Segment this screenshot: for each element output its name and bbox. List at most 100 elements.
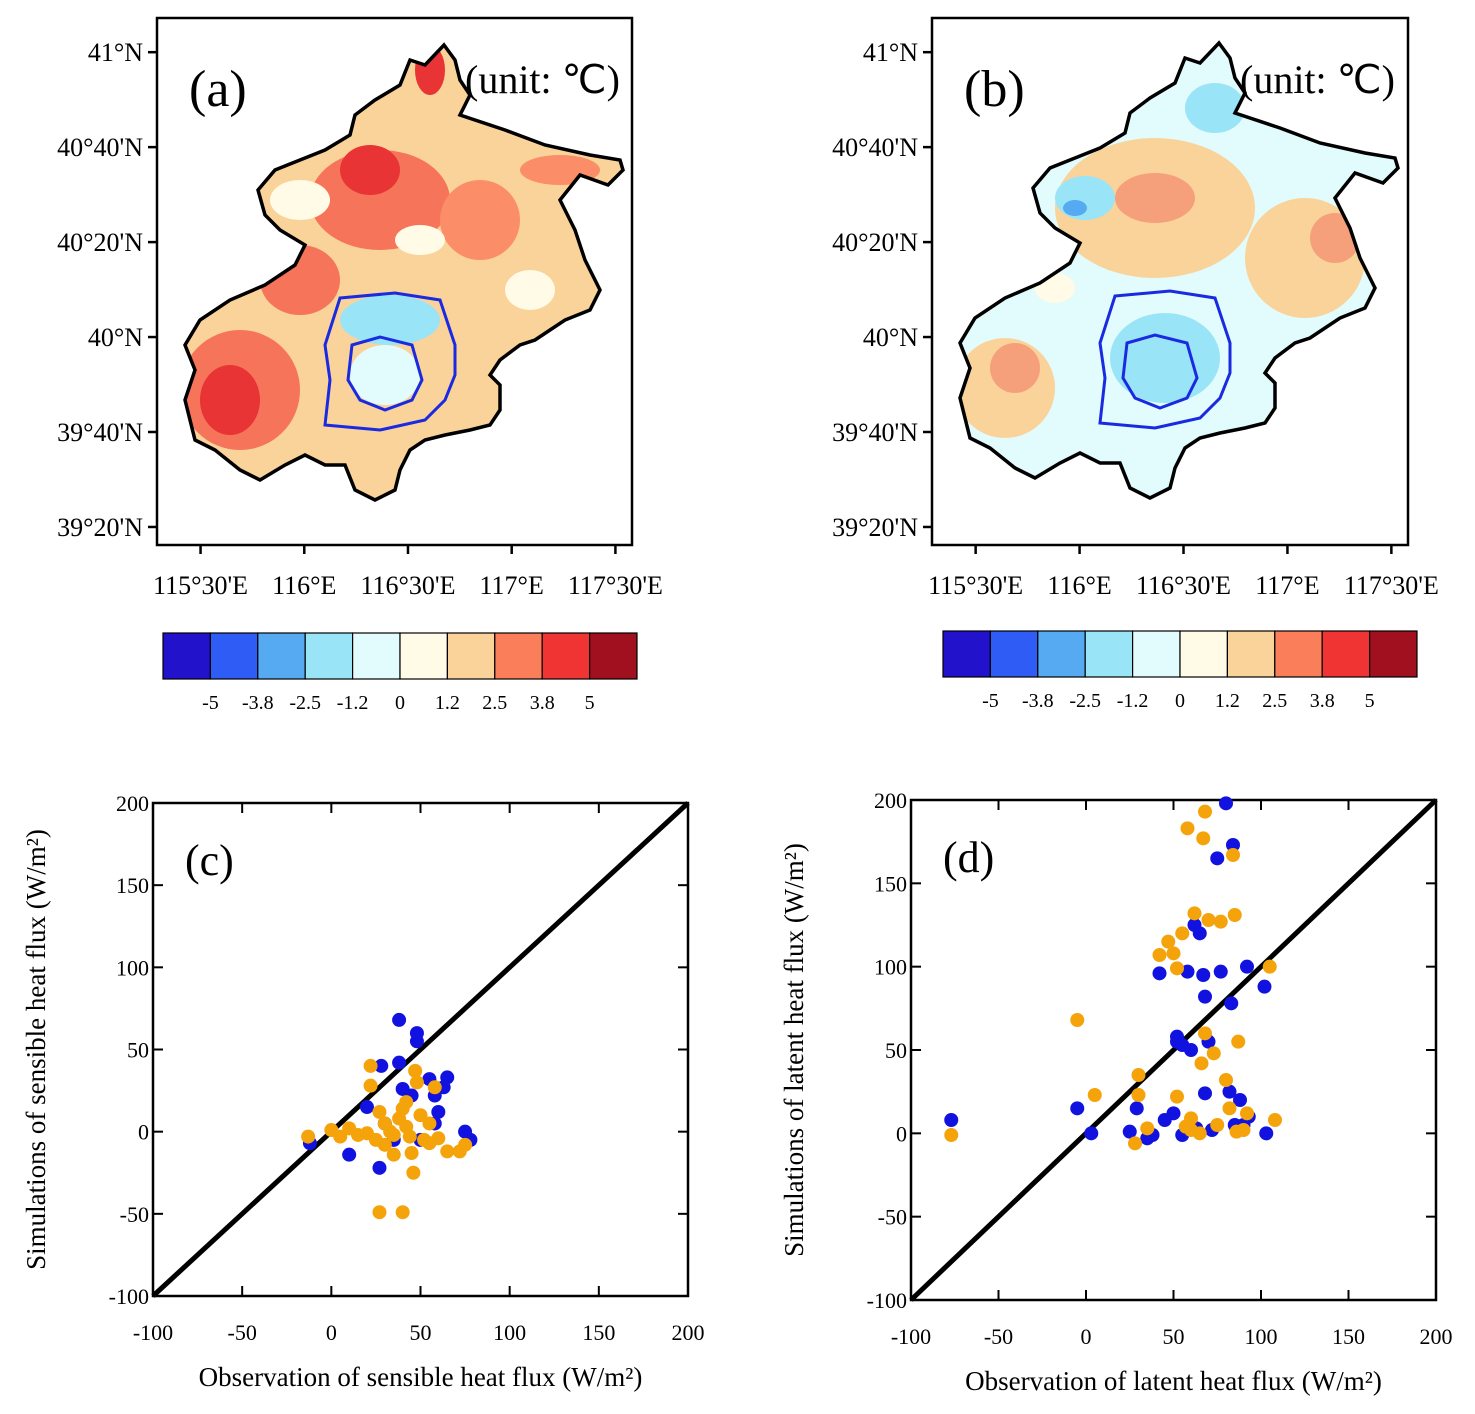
scatter-point <box>363 1078 378 1093</box>
y-tick-label: -50 <box>878 1205 907 1230</box>
scatter-point <box>392 1012 407 1027</box>
colorbar-swatch <box>352 632 401 680</box>
scatter-point <box>1194 1056 1209 1071</box>
colorbar-swatch <box>304 632 354 680</box>
scatter-point <box>363 1058 378 1073</box>
scatter-point <box>1084 1126 1099 1141</box>
scatter-point <box>1213 964 1228 979</box>
colorbar-swatch <box>162 632 212 680</box>
scatter-point <box>1196 831 1211 846</box>
colorbar-label: 5 <box>1365 690 1375 712</box>
x-tick-label: -50 <box>984 1324 1013 1349</box>
y-tick-label: 50 <box>885 1038 907 1063</box>
y-tick-label: 39°40'N <box>57 418 143 447</box>
y-tick-label: 41°N <box>88 38 143 67</box>
scatter-point <box>440 1144 455 1159</box>
scatter-point <box>1231 1034 1246 1049</box>
colorbar-swatch <box>989 630 1039 678</box>
x-tick-label: 116°30'E <box>1136 571 1231 600</box>
x-tick-label: 117°30'E <box>568 571 663 600</box>
x-tick-label: 150 <box>1332 1324 1365 1349</box>
colorbar-label: 3.8 <box>530 692 555 714</box>
scatter-point <box>1240 959 1254 974</box>
colorbar-label: -2.5 <box>1069 690 1101 712</box>
x-tick-label: 200 <box>1420 1324 1453 1349</box>
scatter-point <box>409 1034 424 1049</box>
scatter-point <box>1222 1084 1237 1099</box>
colorbar-swatch <box>1274 630 1323 678</box>
scatter-point <box>374 1058 389 1073</box>
scatter-point <box>1198 804 1212 819</box>
colorbar-swatch <box>942 630 992 678</box>
scatter-point <box>395 1205 410 1220</box>
scatter-point <box>392 1055 407 1070</box>
colorbar-swatch <box>1179 630 1229 678</box>
x-tick-label: 200 <box>672 1320 705 1345</box>
scatter-point <box>406 1165 421 1180</box>
scatter-point <box>386 1127 401 1142</box>
x-tick-label: 116°30'E <box>360 571 455 600</box>
scatter-point <box>1196 968 1211 982</box>
scatter-point <box>1122 1124 1137 1139</box>
x-tick-label: 50 <box>1163 1324 1185 1349</box>
scatter-point <box>1161 934 1176 949</box>
scatter-point <box>301 1129 316 1144</box>
scatter-point <box>1201 913 1216 927</box>
colorbar-label: 0 <box>1175 690 1185 712</box>
scatter-point <box>427 1080 442 1095</box>
plot-frame <box>930 16 1410 547</box>
x-tick-label: -100 <box>133 1320 173 1345</box>
colorbar-label: 2.5 <box>482 692 507 714</box>
scatter-point <box>368 1132 383 1147</box>
colorbar-label: -1.2 <box>1117 690 1149 712</box>
x-tick-label: 115°30'E <box>928 571 1023 600</box>
x-axis-label: Observation of sensible heat flux (W/m²) <box>199 1362 643 1392</box>
panel-label: (a) <box>189 61 247 118</box>
y-tick-label: 0 <box>896 1121 907 1146</box>
colorbar-swatch <box>1037 630 1086 678</box>
scatter-point <box>1070 1101 1085 1116</box>
scatter-point <box>1131 1088 1146 1102</box>
scatter-point <box>1240 1106 1254 1121</box>
colorbar-swatch <box>399 632 449 680</box>
y-tick-label: 40°N <box>863 323 918 352</box>
scatter-point <box>944 1128 959 1142</box>
y-tick-label: 39°20'N <box>57 513 143 542</box>
colorbar-label: -2.5 <box>289 692 321 714</box>
scatter-point <box>1213 914 1228 929</box>
scatter-point <box>1152 948 1167 962</box>
colorbar-label: -1.2 <box>337 692 369 714</box>
x-tick-label: 116°E <box>1047 571 1111 600</box>
x-tick-label: 150 <box>582 1320 615 1345</box>
x-tick-label: 115°30'E <box>153 571 248 600</box>
colorbar-swatch <box>1321 630 1371 678</box>
y-tick-label: 100 <box>116 955 149 980</box>
y-tick-label: 41°N <box>863 38 918 67</box>
y-tick-label: 200 <box>874 788 907 813</box>
scatter-point <box>422 1116 437 1131</box>
scatter-point <box>1192 1126 1207 1141</box>
y-tick-label: 40°N <box>88 323 143 352</box>
scatter-point <box>1226 848 1240 862</box>
scatter-point <box>1268 1113 1282 1127</box>
scatter-point <box>1222 1101 1237 1116</box>
scatter-point <box>404 1146 419 1161</box>
y-tick-label: -100 <box>867 1288 907 1313</box>
scatter-point <box>944 1113 959 1127</box>
scatter-point <box>1184 1111 1198 1126</box>
scatter-point <box>1198 1086 1212 1101</box>
colorbar-swatch <box>1226 630 1276 678</box>
colorbar-label: 1.2 <box>435 692 460 714</box>
colorbar-swatch <box>257 632 306 680</box>
scatter-point <box>1180 964 1195 979</box>
x-tick-label: 117°E <box>1255 571 1319 600</box>
scatter-point <box>1262 959 1277 974</box>
scatter-point <box>1219 796 1233 811</box>
panel-label: (d) <box>943 833 994 882</box>
y-tick-label: 40°40'N <box>57 133 143 162</box>
y-tick-label: -50 <box>120 1202 149 1227</box>
scatter-point <box>1152 966 1167 981</box>
scatter-point <box>333 1129 348 1144</box>
